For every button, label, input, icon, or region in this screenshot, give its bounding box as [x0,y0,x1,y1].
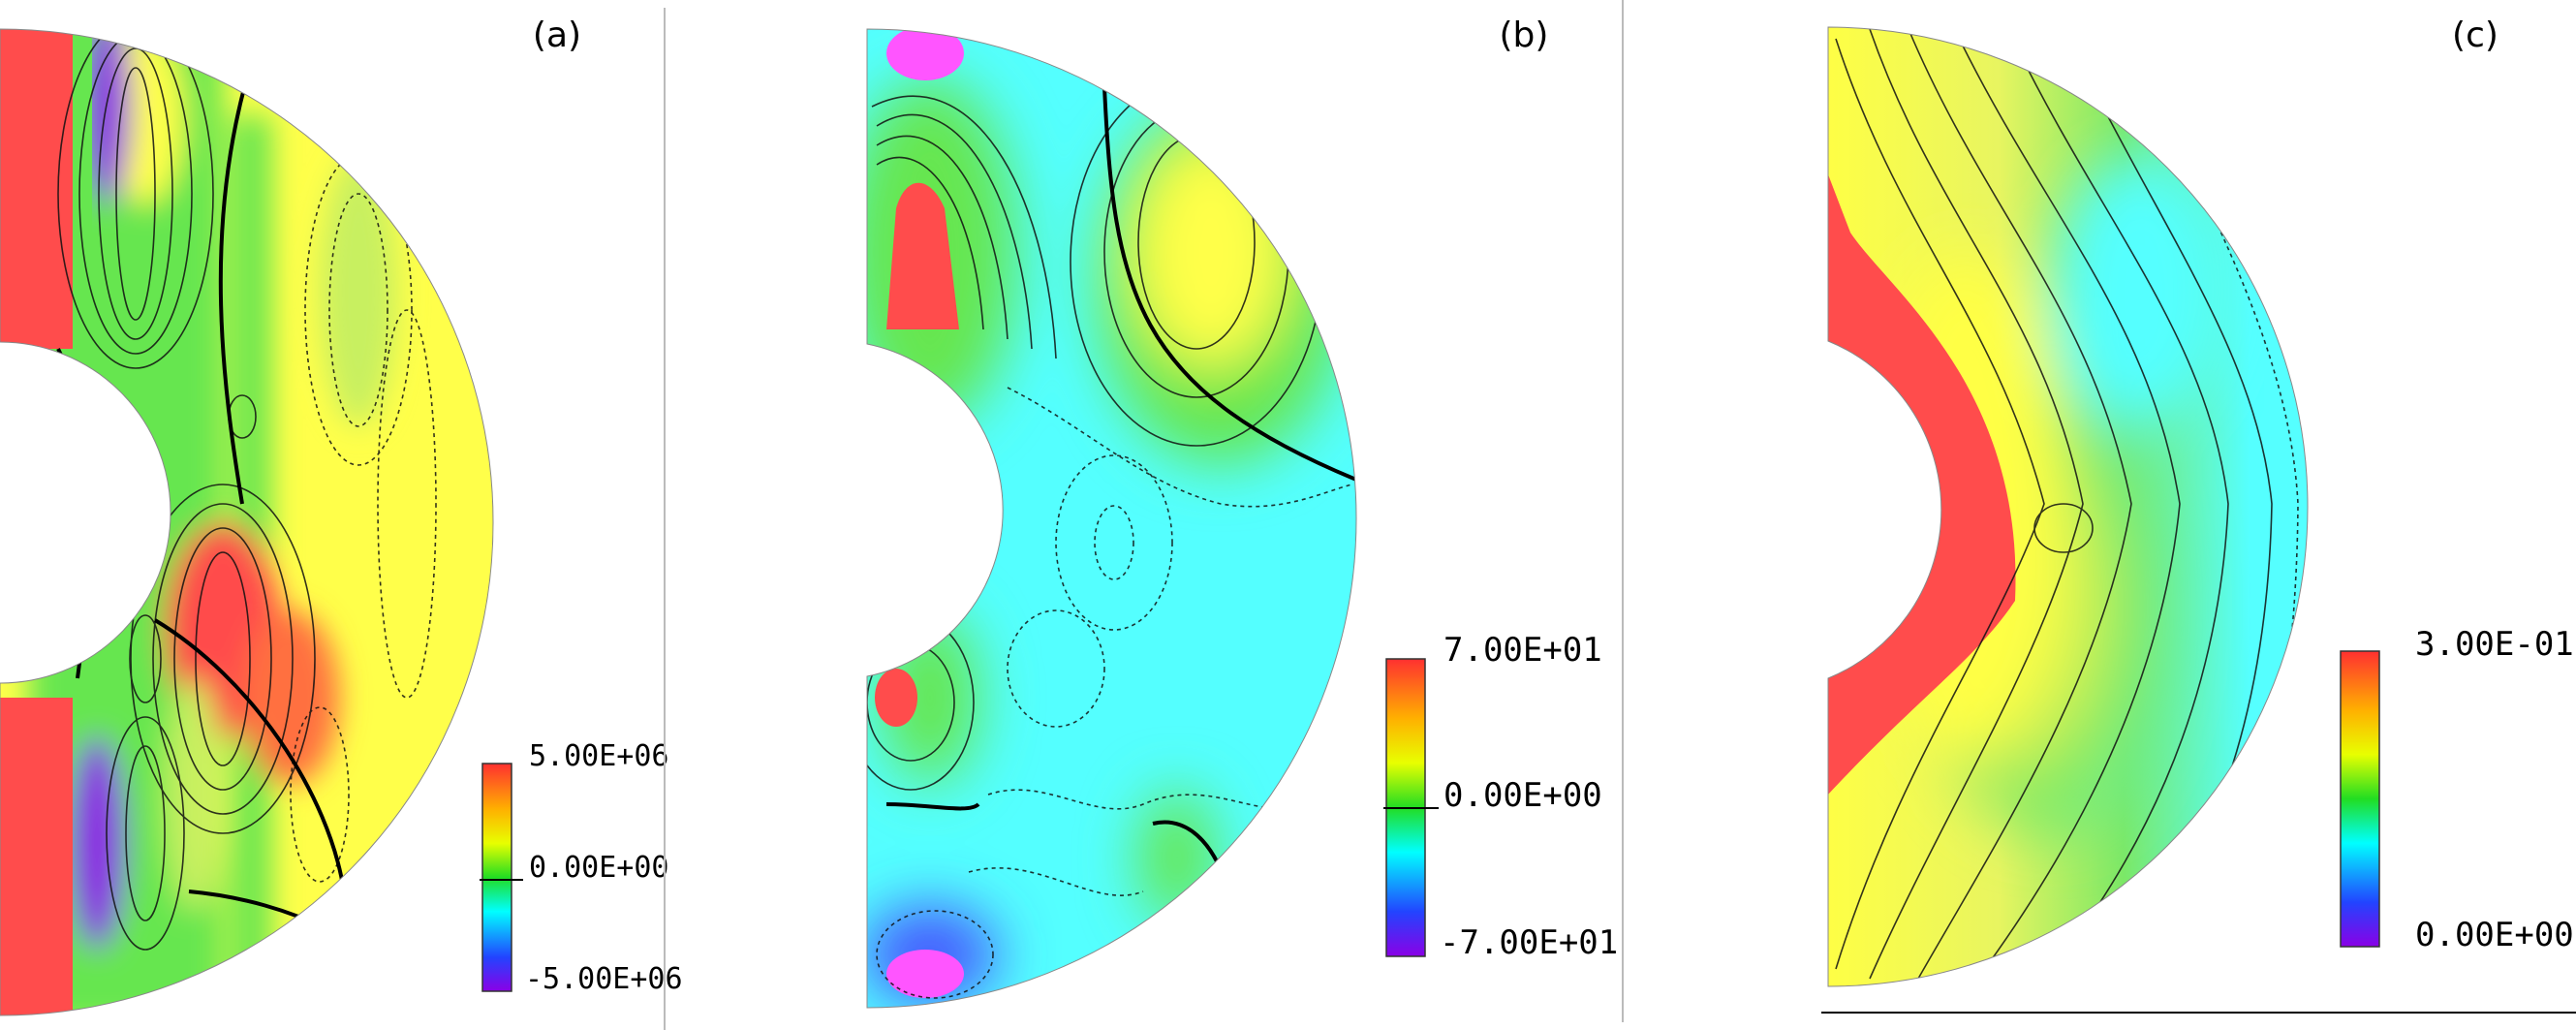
panel-b-label: (b) [1500,16,1549,55]
panel-b-colorbar-mid: 0.00E+00 [1443,776,1602,815]
panel-a-colorbar-min: -5.00E+06 [525,962,683,996]
panel-b-colorbar: 7.00E+01 0.00E+00 -7.00E+01 [1383,631,1618,962]
panel-c-field [1828,27,2308,986]
panel-a-field [0,29,493,1015]
panel-a: (a) 5.00E+06 0.00E+00 -5.00E+06 [0,16,683,1016]
panel-a-colorbar-mid: 0.00E+00 [529,851,669,885]
panel-b-colorbar-min: -7.00E+01 [1440,923,1618,962]
panel-b-colorbar-max: 7.00E+01 [1443,631,1602,670]
panel-c-label: (c) [2452,16,2498,55]
panel-c-colorbar-min: 0.00E+00 [2415,916,2574,954]
panel-c: (c) 3.00E-01 0.00E+00 [1821,16,2576,1014]
panel-a-colorbar: 5.00E+06 0.00E+00 -5.00E+06 [480,739,683,996]
panel-a-label: (a) [533,16,581,55]
panel-b-field [867,29,1356,1008]
panel-c-colorbar-max: 3.00E-01 [2415,625,2574,664]
panel-b: (b) 7.00E+01 0.00E+00 -7.00E+01 [866,16,1618,1009]
panel-a-colorbar-max: 5.00E+06 [529,739,669,773]
panel-c-colorbar: 3.00E-01 0.00E+00 [2340,625,2574,954]
